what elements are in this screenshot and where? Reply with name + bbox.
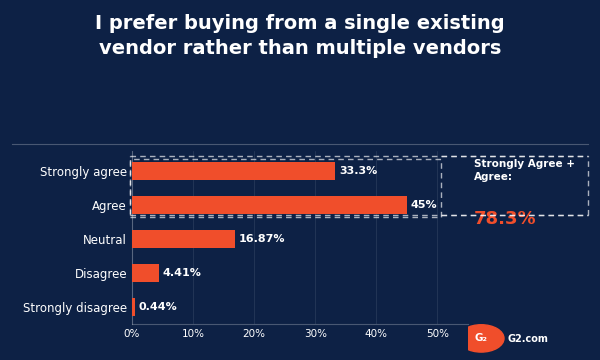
Text: I prefer buying from a single existing
vendor rather than multiple vendors: I prefer buying from a single existing v… (95, 14, 505, 58)
Text: Strongly Agree +
Agree:: Strongly Agree + Agree: (474, 159, 575, 182)
Text: G₂: G₂ (475, 333, 488, 343)
Text: 78.3%: 78.3% (474, 210, 536, 228)
Text: 4.41%: 4.41% (163, 268, 202, 278)
Bar (132, 162, 335, 180)
Text: 45%: 45% (410, 200, 437, 210)
Bar (132, 298, 134, 316)
Bar (132, 264, 159, 282)
Text: 33.3%: 33.3% (339, 166, 377, 176)
Text: 16.87%: 16.87% (239, 234, 285, 244)
Text: G2.com: G2.com (508, 334, 548, 344)
Bar (132, 230, 235, 248)
Circle shape (458, 325, 504, 352)
Text: 0.44%: 0.44% (139, 302, 177, 312)
Bar (132, 196, 407, 214)
